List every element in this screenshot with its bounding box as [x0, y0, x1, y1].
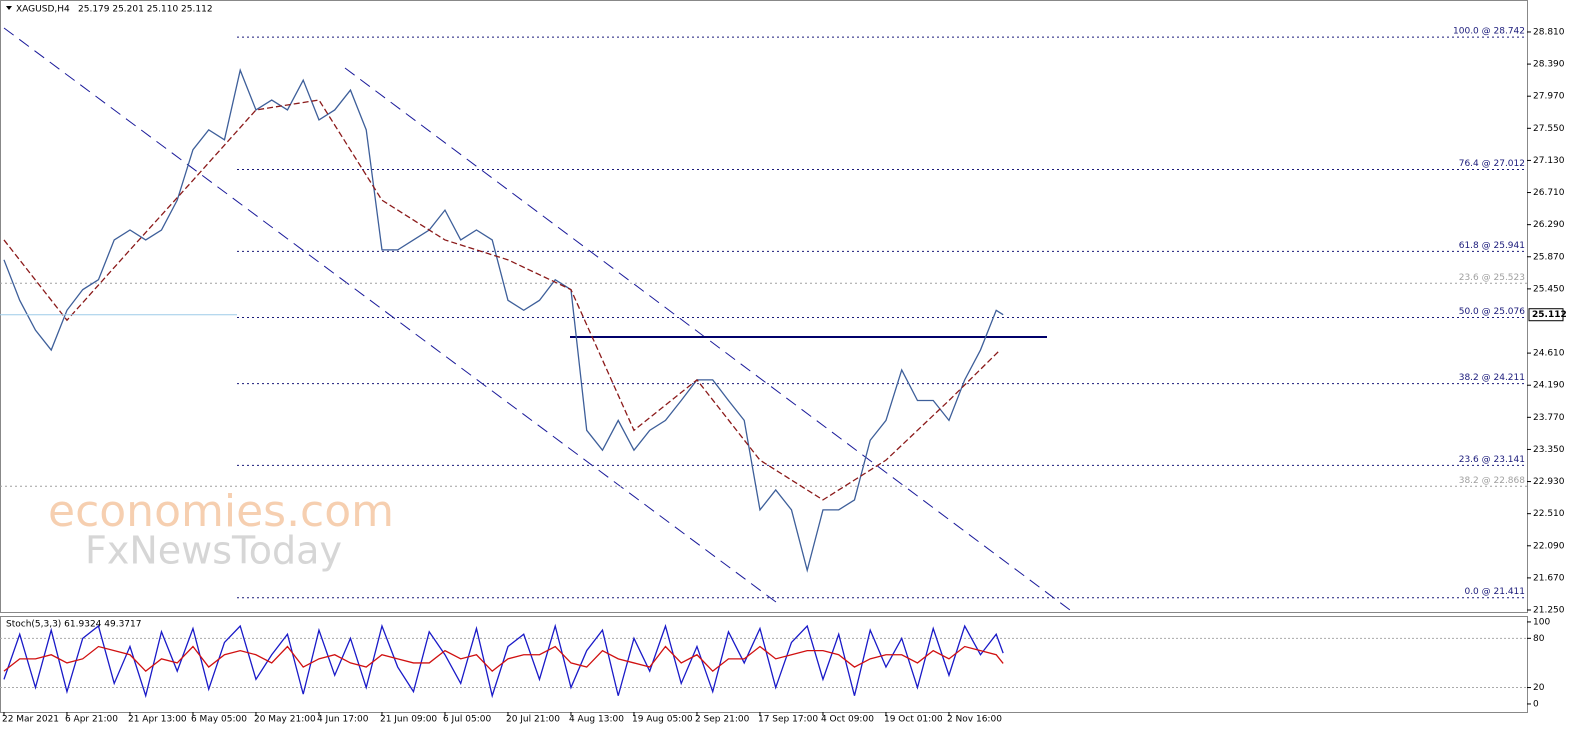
fib-label: 76.4 @ 27.012	[1459, 159, 1525, 169]
x-tick-label: 21 Jun 09:00	[380, 715, 437, 725]
watermark: FxNewsToday	[85, 529, 342, 573]
ohlc-values: 25.179 25.201 25.110 25.112	[78, 5, 213, 15]
y-tick-label: 23.350	[1533, 445, 1565, 455]
y-tick-label: 0	[1533, 699, 1539, 709]
x-tick-label: 6 Apr 21:00	[65, 715, 118, 725]
y-tick-label: 21.250	[1533, 606, 1565, 616]
price-line	[3, 99, 1001, 501]
y-tick-label: 28.810	[1533, 27, 1565, 37]
y-tick-label: 100	[1533, 617, 1550, 627]
x-tick-label: 20 May 21:00	[254, 715, 316, 725]
menu-arrow	[6, 6, 12, 10]
y-tick-label: 24.190	[1533, 381, 1565, 391]
channel-line	[3, 27, 781, 606]
y-tick-label: 26.290	[1533, 220, 1565, 230]
fib-label: 38.2 @ 22.868	[1459, 476, 1526, 486]
stoch-frame	[0, 616, 1528, 713]
fib-label: 23.6 @ 23.141	[1459, 455, 1525, 465]
y-tick-label: 25.450	[1533, 284, 1565, 294]
x-tick-label: 19 Oct 01:00	[884, 715, 943, 725]
price-line	[3, 68, 1004, 573]
y-tick-label: 25.870	[1533, 252, 1565, 262]
watermark: economies.com	[48, 486, 394, 537]
x-tick-label: 4 Jun 17:00	[317, 715, 369, 725]
y-tick-label: 20	[1533, 683, 1545, 693]
x-tick-label: 2 Sep 21:00	[695, 715, 750, 725]
fib-label: 61.8 @ 25.941	[1459, 241, 1525, 251]
symbol-title: XAGUSD,H4	[16, 5, 70, 15]
x-tick-label: 6 May 05:00	[191, 715, 247, 725]
x-tick-label: 4 Aug 13:00	[569, 715, 624, 725]
fib-label: 100.0 @ 28.742	[1453, 27, 1525, 37]
x-tick-label: 22 Mar 2021	[2, 715, 59, 725]
x-tick-label: 20 Jul 21:00	[506, 715, 560, 725]
fib-label: 23.6 @ 25.523	[1459, 273, 1525, 283]
x-tick-label: 21 Apr 13:00	[128, 715, 187, 725]
y-tick-label: 23.770	[1533, 413, 1565, 423]
x-tick-label: 6 Jul 05:00	[443, 715, 492, 725]
y-tick-label: 27.970	[1533, 92, 1565, 102]
price-line	[3, 645, 1004, 673]
x-tick-label: 4 Oct 09:00	[821, 715, 874, 725]
current-price-label: 25.112	[1532, 310, 1567, 320]
current-price-box	[1528, 308, 1564, 322]
y-tick-label: 21.670	[1533, 573, 1565, 583]
y-tick-label: 26.710	[1533, 188, 1565, 198]
fib-label: 0.0 @ 21.411	[1464, 587, 1525, 597]
stoch-title: Stoch(5,3,3) 61.9324 49.3717	[6, 620, 141, 630]
main-frame	[0, 0, 1528, 613]
y-tick-label: 27.550	[1533, 124, 1565, 134]
y-tick-label: 27.130	[1533, 156, 1565, 166]
fib-label: 38.2 @ 24.211	[1459, 373, 1525, 383]
x-tick-label: 17 Sep 17:00	[758, 715, 818, 725]
y-tick-label: 24.610	[1533, 349, 1565, 359]
y-tick-label: 22.090	[1533, 541, 1565, 551]
y-tick-label: 22.510	[1533, 509, 1565, 519]
channel-line	[344, 67, 1071, 611]
y-tick-label: 28.390	[1533, 60, 1565, 70]
fib-label: 50.0 @ 25.076	[1459, 307, 1526, 317]
y-tick-label: 22.930	[1533, 477, 1565, 487]
x-tick-label: 19 Aug 05:00	[632, 715, 693, 725]
y-tick-label: 80	[1533, 634, 1545, 644]
price-line	[3, 623, 1004, 699]
x-tick-label: 2 Nov 16:00	[947, 715, 1002, 725]
